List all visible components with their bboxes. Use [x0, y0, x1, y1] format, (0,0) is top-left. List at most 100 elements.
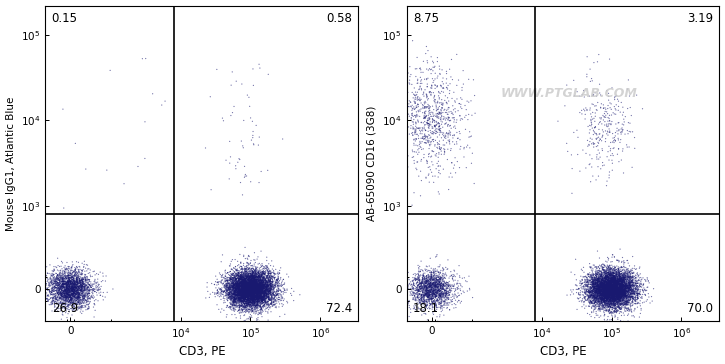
Point [616, 278, 628, 284]
Point [238, 278, 249, 284]
Point [249, 289, 260, 295]
Point [426, 276, 437, 282]
Point [225, 258, 237, 264]
Point [420, 140, 432, 146]
Point [632, 295, 644, 301]
Point [47, 281, 59, 287]
Point [251, 296, 262, 301]
Point [235, 293, 247, 298]
Point [72, 293, 83, 299]
Point [62, 286, 73, 292]
Point [618, 299, 630, 305]
Point [75, 287, 86, 293]
Point [72, 299, 83, 305]
Point [228, 281, 239, 287]
Point [613, 300, 625, 305]
Point [247, 269, 258, 275]
Point [608, 290, 620, 296]
Point [597, 286, 609, 292]
Point [605, 276, 617, 282]
Point [618, 287, 629, 293]
Point [256, 281, 268, 287]
Point [623, 290, 634, 296]
Point [73, 294, 85, 300]
Point [65, 299, 77, 305]
Point [608, 300, 619, 306]
Point [56, 292, 67, 298]
Point [611, 281, 623, 287]
Point [445, 147, 457, 153]
Point [600, 282, 611, 288]
Point [247, 289, 258, 295]
Point [236, 272, 247, 278]
Point [241, 291, 253, 297]
Point [48, 276, 59, 281]
Point [596, 284, 608, 289]
Point [423, 126, 435, 131]
Point [642, 291, 654, 297]
Point [597, 281, 609, 287]
Point [237, 287, 249, 293]
Point [252, 294, 264, 300]
Point [629, 292, 640, 297]
Point [249, 278, 260, 284]
Point [251, 289, 262, 294]
Point [244, 302, 256, 308]
Point [273, 292, 285, 298]
Point [243, 294, 254, 300]
Point [616, 285, 628, 291]
Point [243, 273, 254, 279]
Point [251, 272, 262, 278]
Point [589, 271, 601, 277]
Point [616, 275, 627, 281]
Point [237, 279, 249, 285]
Point [397, 123, 408, 129]
Point [237, 283, 249, 289]
Point [437, 275, 449, 281]
Point [238, 305, 249, 310]
Point [235, 276, 247, 282]
Point [246, 300, 257, 305]
Point [227, 257, 239, 262]
Point [394, 290, 405, 296]
Point [254, 294, 265, 300]
Point [249, 282, 260, 288]
Point [604, 278, 616, 284]
Point [54, 293, 65, 299]
Point [436, 110, 447, 116]
Point [446, 160, 457, 166]
Point [228, 288, 240, 294]
Point [255, 292, 267, 297]
Point [426, 287, 437, 293]
Point [611, 295, 623, 301]
Point [249, 288, 260, 294]
Point [426, 82, 438, 88]
Point [62, 285, 73, 290]
Point [237, 285, 249, 291]
Point [33, 283, 45, 289]
Point [233, 276, 244, 282]
Point [618, 280, 630, 286]
Point [273, 294, 284, 300]
Point [602, 285, 614, 290]
Point [423, 294, 434, 300]
Point [624, 281, 635, 286]
Point [238, 272, 249, 278]
Point [263, 274, 275, 280]
Point [236, 287, 248, 293]
Point [592, 285, 603, 291]
Point [613, 290, 625, 296]
Point [605, 278, 616, 284]
Point [256, 288, 268, 294]
Point [584, 272, 596, 278]
Point [260, 263, 272, 269]
Point [248, 295, 260, 301]
Point [231, 291, 243, 297]
Point [588, 298, 600, 304]
Point [606, 301, 618, 306]
Point [586, 278, 597, 284]
Point [619, 304, 631, 310]
Point [604, 287, 616, 293]
Point [231, 272, 243, 278]
Point [600, 288, 612, 294]
